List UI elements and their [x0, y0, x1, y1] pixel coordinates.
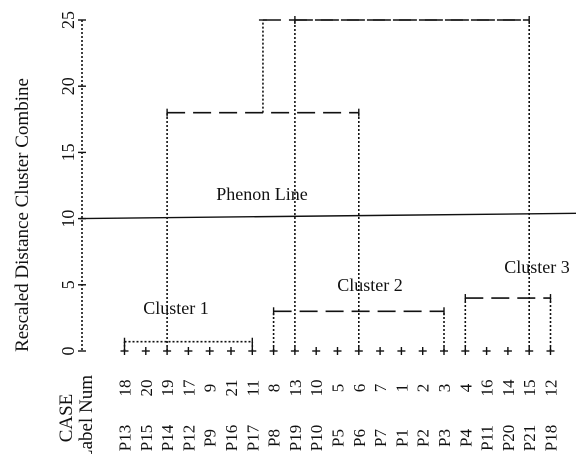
- leaf-num-label: 10: [307, 380, 326, 397]
- leaf-num-label: 17: [179, 379, 198, 397]
- y-tick-label: 5: [58, 280, 78, 289]
- leaf-num-label: 1: [392, 384, 411, 393]
- cluster-3-label: Cluster 3: [504, 257, 570, 277]
- y-tick-label: 10: [58, 210, 78, 228]
- leaf-num-label: 6: [350, 384, 369, 393]
- leaf-case-label: P11: [478, 425, 497, 451]
- y-axis: 0 5 10 15 20 25: [58, 11, 86, 356]
- leaf-case-label: P10: [307, 425, 326, 451]
- leaf-num-label: 16: [478, 380, 497, 397]
- leaf-case-label: P13: [116, 425, 135, 451]
- leaf-num-label: 7: [371, 383, 390, 392]
- leaf-num-label: 8: [265, 384, 284, 393]
- leaf-num-label: 2: [414, 384, 433, 393]
- leaf-case-label: P2: [414, 429, 433, 447]
- phenon-line-label: Phenon Line: [216, 184, 308, 204]
- leaf-case-label: P17: [243, 424, 262, 451]
- dendrogram-lines: [79, 16, 576, 355]
- leaf-case-label: P9: [201, 429, 220, 447]
- leaf-case-label: P14: [158, 424, 177, 451]
- leaf-num-label: 9: [201, 384, 220, 393]
- leaf-num-label: 20: [137, 380, 156, 397]
- y-axis-label: Rescaled Distance Cluster Combine: [12, 78, 33, 352]
- leaf-case-label: P12: [179, 425, 198, 451]
- leaf-num-label: 21: [222, 380, 241, 397]
- leaf-case-label: P4: [456, 429, 475, 447]
- y-tick-label: 0: [58, 347, 78, 356]
- leaf-case-label: P8: [265, 429, 284, 447]
- leaf-num-label: 19: [158, 380, 177, 397]
- leaf-num-label: 4: [456, 383, 475, 392]
- leaf-case-label: P16: [222, 425, 241, 451]
- case-header: CASE: [56, 394, 77, 443]
- phenon-line: [79, 212, 576, 220]
- leaf-case-label: P1: [392, 429, 411, 447]
- leaf-case-label: P5: [329, 429, 348, 447]
- y-tick-label: 25: [58, 11, 78, 29]
- leaf-case-label: P6: [350, 429, 369, 447]
- leaf-num-label: 5: [329, 384, 348, 393]
- y-tick-label: 15: [58, 143, 78, 161]
- leaf-num-label: 13: [286, 380, 305, 397]
- leaf-case-label: P20: [499, 425, 518, 451]
- leaf-num-label: 14: [499, 379, 518, 397]
- leaf-num-label: 11: [243, 380, 262, 396]
- leaf-case-label: P15: [137, 425, 156, 451]
- leaf-labels: 18P1320P1519P1417P129P921P1611P178P813P1…: [116, 379, 561, 451]
- y-tick-label: 20: [58, 77, 78, 95]
- label-num-header: Label Num: [76, 375, 97, 454]
- cluster-2-label: Cluster 2: [337, 275, 403, 295]
- leaf-case-label: P7: [371, 429, 390, 447]
- leaf-case-label: P3: [435, 429, 454, 447]
- cluster-1-label: Cluster 1: [143, 298, 209, 318]
- leaf-case-label: P19: [286, 425, 305, 451]
- leaf-case-label: P21: [520, 425, 539, 451]
- leaf-num-label: 12: [542, 380, 561, 397]
- leaf-num-label: 3: [435, 384, 454, 393]
- leaf-num-label: 15: [520, 380, 539, 397]
- leaf-num-label: 18: [116, 380, 135, 397]
- leaf-case-label: P18: [542, 425, 561, 451]
